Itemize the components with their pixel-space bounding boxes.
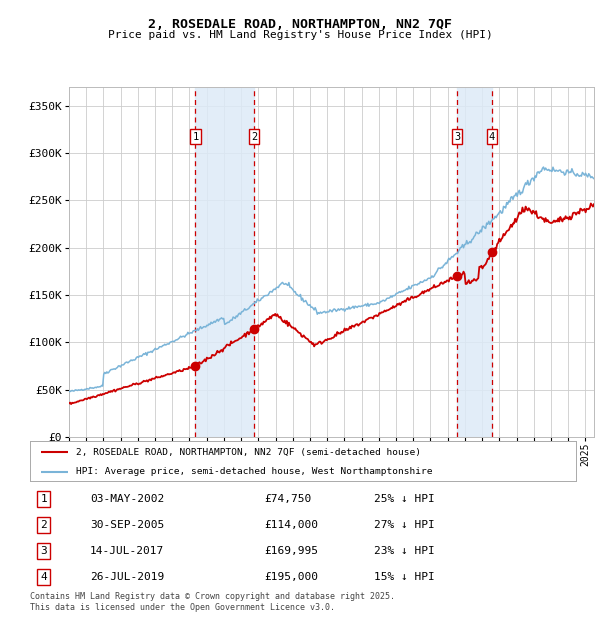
Text: £114,000: £114,000 xyxy=(265,520,319,530)
Text: 2, ROSEDALE ROAD, NORTHAMPTON, NN2 7QF: 2, ROSEDALE ROAD, NORTHAMPTON, NN2 7QF xyxy=(148,19,452,31)
Text: 3: 3 xyxy=(40,546,47,556)
Text: Contains HM Land Registry data © Crown copyright and database right 2025.: Contains HM Land Registry data © Crown c… xyxy=(30,592,395,601)
Text: 25% ↓ HPI: 25% ↓ HPI xyxy=(374,494,435,504)
Text: HPI: Average price, semi-detached house, West Northamptonshire: HPI: Average price, semi-detached house,… xyxy=(76,467,433,476)
Text: 15% ↓ HPI: 15% ↓ HPI xyxy=(374,572,435,582)
Text: 14-JUL-2017: 14-JUL-2017 xyxy=(90,546,164,556)
Text: 1: 1 xyxy=(192,131,199,141)
Text: 03-MAY-2002: 03-MAY-2002 xyxy=(90,494,164,504)
Bar xyxy=(457,87,492,437)
Text: 4: 4 xyxy=(40,572,47,582)
Text: Price paid vs. HM Land Registry's House Price Index (HPI): Price paid vs. HM Land Registry's House … xyxy=(107,30,493,40)
Text: 2: 2 xyxy=(251,131,257,141)
Text: 2, ROSEDALE ROAD, NORTHAMPTON, NN2 7QF (semi-detached house): 2, ROSEDALE ROAD, NORTHAMPTON, NN2 7QF (… xyxy=(76,448,421,457)
Text: 26-JUL-2019: 26-JUL-2019 xyxy=(90,572,164,582)
Text: 2: 2 xyxy=(40,520,47,530)
Text: 3: 3 xyxy=(454,131,460,141)
Text: £74,750: £74,750 xyxy=(265,494,312,504)
Text: 4: 4 xyxy=(489,131,495,141)
Text: This data is licensed under the Open Government Licence v3.0.: This data is licensed under the Open Gov… xyxy=(30,603,335,612)
Bar xyxy=(196,87,254,437)
Text: 27% ↓ HPI: 27% ↓ HPI xyxy=(374,520,435,530)
Text: 23% ↓ HPI: 23% ↓ HPI xyxy=(374,546,435,556)
Text: 30-SEP-2005: 30-SEP-2005 xyxy=(90,520,164,530)
Text: £169,995: £169,995 xyxy=(265,546,319,556)
Text: 1: 1 xyxy=(40,494,47,504)
Text: £195,000: £195,000 xyxy=(265,572,319,582)
